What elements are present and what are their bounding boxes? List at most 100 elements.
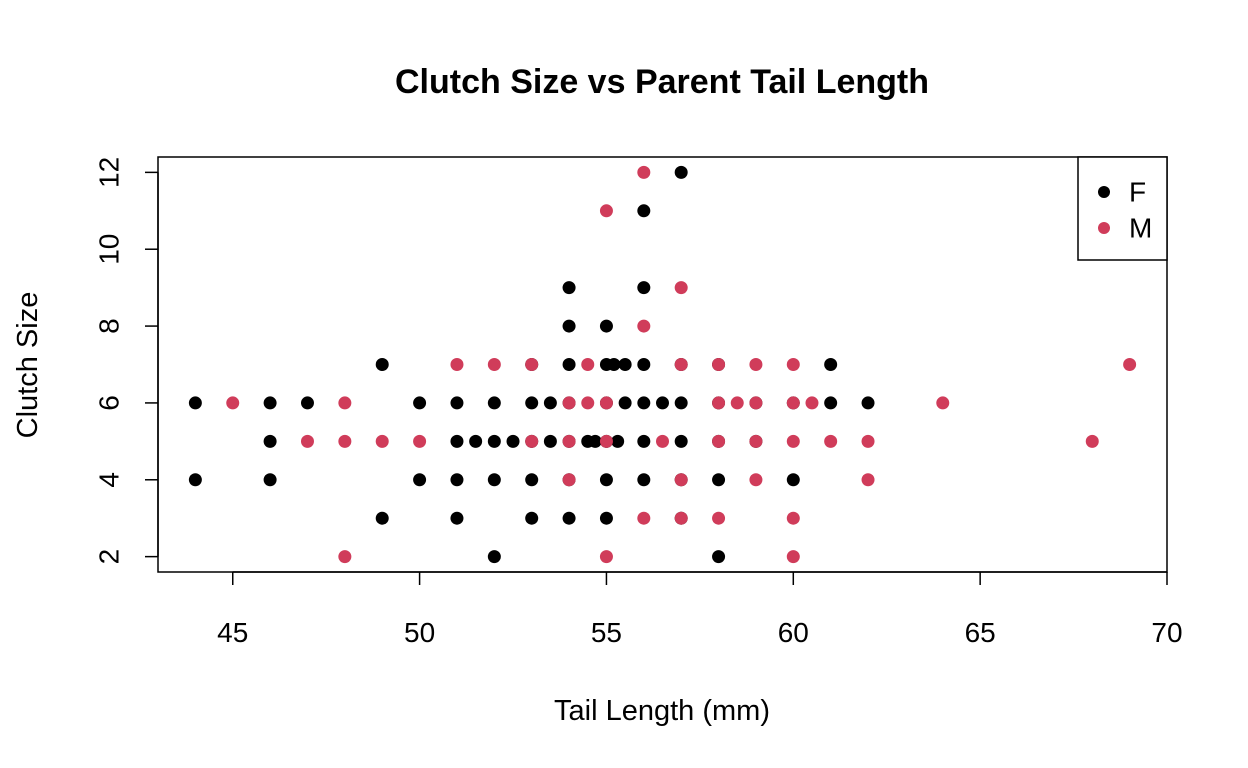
data-point-f (562, 281, 576, 295)
data-point-m (1085, 434, 1099, 448)
data-point-f (487, 396, 501, 410)
data-point-m (637, 165, 651, 179)
data-point-m (525, 434, 539, 448)
data-point-m (730, 396, 744, 410)
legend-marker-m (1098, 222, 1110, 234)
y-tick-label: 4 (94, 472, 125, 488)
data-point-f (413, 396, 427, 410)
data-point-f (450, 473, 464, 487)
data-point-f (637, 204, 651, 218)
x-tick-label: 45 (217, 617, 248, 648)
data-point-m (562, 473, 576, 487)
data-point-f (263, 434, 277, 448)
data-points (188, 165, 1137, 564)
data-point-f (506, 434, 520, 448)
data-point-m (712, 434, 726, 448)
y-tick-label: 2 (94, 549, 125, 565)
data-point-m (375, 434, 389, 448)
legend-box (1077, 156, 1168, 261)
data-point-m (786, 511, 800, 525)
y-tick-label: 12 (94, 157, 125, 188)
x-tick-label: 70 (1151, 617, 1182, 648)
data-point-m (599, 204, 613, 218)
x-tick-label: 50 (404, 617, 435, 648)
data-point-f (263, 396, 277, 410)
data-point-m (674, 473, 688, 487)
data-point-f (712, 550, 726, 564)
data-point-f (188, 396, 202, 410)
data-point-f (637, 281, 651, 295)
data-point-f (525, 473, 539, 487)
data-point-m (581, 396, 595, 410)
data-point-f (712, 473, 726, 487)
data-point-m (581, 358, 595, 371)
legend-label-f: F (1129, 177, 1146, 208)
data-point-m (1123, 358, 1137, 371)
data-point-f (824, 396, 838, 410)
data-point-f (487, 550, 501, 564)
data-point-f (674, 434, 688, 448)
data-point-m (226, 396, 240, 410)
data-point-f (637, 396, 651, 410)
data-point-m (749, 473, 763, 487)
data-point-m (562, 396, 576, 410)
data-point-m (674, 511, 688, 525)
data-point-f (525, 511, 539, 525)
plot-frame (157, 156, 1168, 573)
data-point-f (674, 396, 688, 410)
y-tick-label: 8 (94, 318, 125, 334)
y-tick-label: 10 (94, 234, 125, 265)
data-point-m (487, 358, 501, 371)
x-tick-label: 65 (965, 617, 996, 648)
data-point-f (562, 511, 576, 525)
data-point-f (786, 473, 800, 487)
data-point-m (413, 434, 427, 448)
data-point-m (805, 396, 819, 410)
data-point-f (375, 511, 389, 525)
data-point-m (712, 511, 726, 525)
data-point-f (637, 473, 651, 487)
data-point-f (450, 511, 464, 525)
data-point-f (188, 473, 202, 487)
data-point-f (487, 473, 501, 487)
data-point-m (749, 358, 763, 371)
data-point-f (618, 396, 632, 410)
data-point-f (543, 434, 557, 448)
legend-label-m: M (1129, 213, 1152, 244)
data-point-f (607, 358, 621, 371)
y-tick-label: 6 (94, 395, 125, 411)
y-axis-label: Clutch Size (12, 292, 44, 439)
data-point-m (300, 434, 314, 448)
data-point-m (936, 396, 950, 410)
data-point-f (588, 434, 602, 448)
data-point-m (824, 434, 838, 448)
data-point-f (300, 396, 314, 410)
data-point-m (450, 358, 464, 371)
data-point-f (637, 434, 651, 448)
data-point-m (861, 473, 875, 487)
data-point-f (450, 434, 464, 448)
data-point-f (861, 396, 875, 410)
data-point-f (637, 358, 651, 371)
data-point-f (674, 165, 688, 179)
data-point-f (469, 434, 483, 448)
data-point-f (450, 396, 464, 410)
data-point-m (599, 396, 613, 410)
data-point-m (338, 550, 352, 564)
x-axis-label: Tail Length (mm) (554, 695, 770, 727)
data-point-f (263, 473, 277, 487)
data-point-m (338, 434, 352, 448)
data-point-m (674, 281, 688, 295)
data-point-m (656, 434, 669, 448)
chart-title: Clutch Size vs Parent Tail Length (395, 63, 929, 101)
data-point-m (786, 358, 800, 371)
data-point-f (413, 473, 427, 487)
data-point-m (786, 434, 800, 448)
data-point-m (674, 358, 688, 371)
data-point-f (611, 434, 625, 448)
data-point-m (861, 434, 875, 448)
data-point-m (786, 550, 800, 564)
data-point-f (487, 434, 501, 448)
data-point-m (562, 434, 576, 448)
